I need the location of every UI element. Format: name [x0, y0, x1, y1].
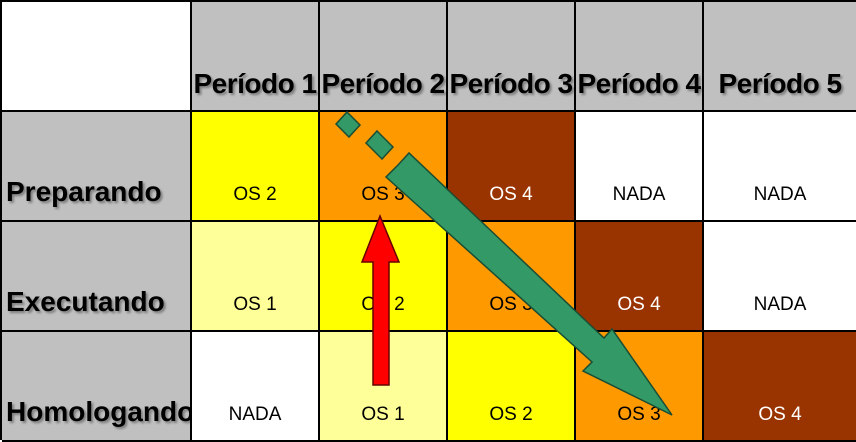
vertical-arrow-icon: [360, 213, 401, 386]
table-cell: OS 1: [320, 332, 448, 442]
diagonal-arrow-icon: [334, 110, 673, 416]
table-cell: OS 2: [192, 112, 320, 222]
column-header-periodo-4: Período 4: [576, 2, 704, 112]
table-cell: OS 1: [192, 222, 320, 332]
corner-cell: [2, 2, 192, 112]
table-cell: OS 4: [576, 222, 704, 332]
row-label-executando: Executando: [2, 222, 192, 332]
column-header-periodo-1: Período 1: [192, 2, 320, 112]
column-header-periodo-2: Período 2: [320, 2, 448, 112]
row-label-homologando: Homologando: [2, 332, 194, 442]
row-label-preparando: Preparando: [2, 112, 192, 222]
table-cell: OS 2: [448, 332, 576, 442]
column-header-periodo-5: Período 5: [704, 2, 856, 112]
table-cell: NADA: [704, 112, 856, 222]
table-cell: NADA: [704, 222, 856, 332]
column-header-periodo-3: Período 3: [448, 2, 576, 112]
table-cell: OS 4: [448, 112, 576, 222]
table-cell: NADA: [576, 112, 704, 222]
